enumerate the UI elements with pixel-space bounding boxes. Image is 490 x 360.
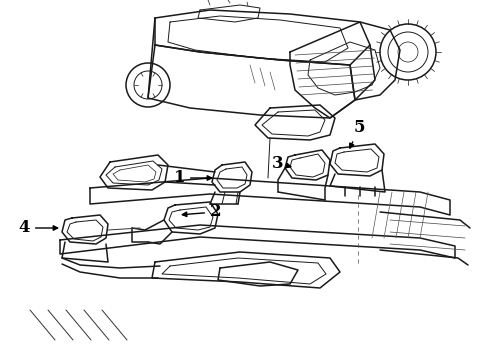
Text: 2: 2: [182, 203, 221, 220]
Text: 5: 5: [350, 120, 365, 148]
Text: 1: 1: [173, 170, 212, 186]
Text: 4: 4: [19, 220, 58, 237]
Text: 3: 3: [272, 154, 291, 171]
